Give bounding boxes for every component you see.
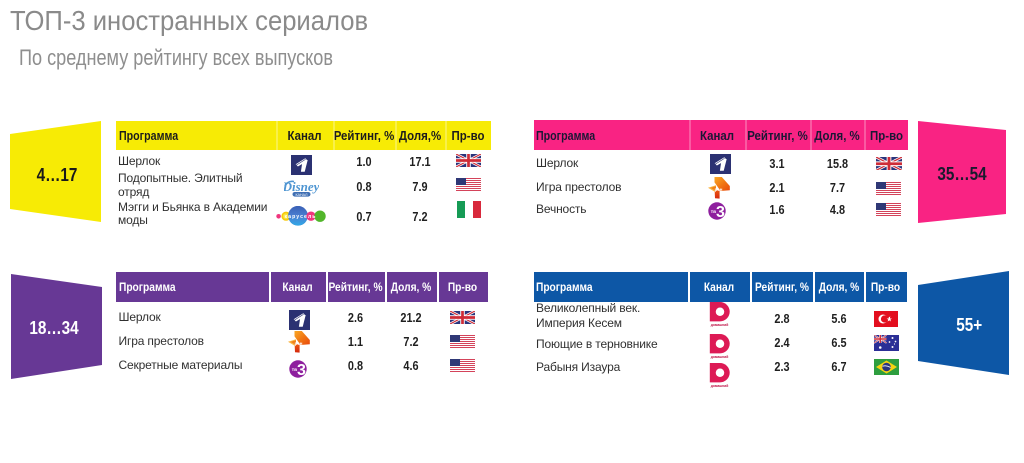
svg-text:домашний: домашний	[711, 384, 729, 388]
svg-text:домашний: домашний	[711, 355, 729, 359]
svg-text:Disney: Disney	[284, 179, 319, 194]
svg-text:рен: рен	[715, 187, 723, 192]
svg-text:карусель: карусель	[285, 214, 316, 220]
svg-text:3: 3	[297, 361, 306, 377]
svg-text:тв: тв	[292, 367, 297, 372]
svg-text:3: 3	[716, 203, 725, 219]
svg-text:домашний: домашний	[711, 323, 729, 327]
svg-text:тв: тв	[711, 209, 716, 214]
svg-text:КАНАЛ: КАНАЛ	[296, 193, 309, 197]
svg-text:рен: рен	[295, 340, 303, 345]
